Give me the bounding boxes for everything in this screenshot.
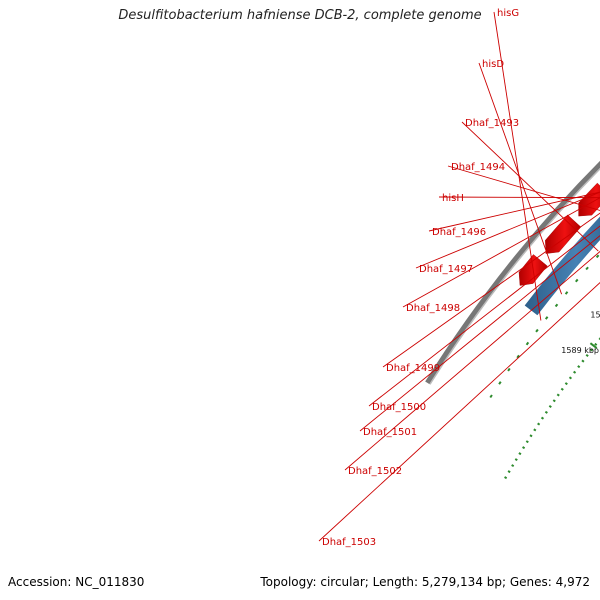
gene-label-leader [438, 196, 600, 199]
gene-label-leader [428, 191, 600, 232]
gene-label: hisH [442, 193, 464, 204]
gene-label: Dhaf_1499 [386, 363, 440, 374]
gene-label-leader [318, 282, 600, 542]
gene-label-leader [461, 121, 599, 252]
gene-label-leader [344, 250, 600, 471]
gene-label-leader [478, 62, 563, 295]
gene-label-leader [368, 225, 600, 407]
gene-label-leader [493, 11, 542, 321]
backbone-highlight [429, 167, 600, 385]
kbp-label: 1590 kbp [590, 310, 600, 319]
backbone-track [425, 161, 600, 385]
gene-label: Dhaf_1502 [348, 466, 402, 477]
gene-label-leader [359, 235, 600, 432]
kbp-label: 1589 kbp [561, 346, 599, 355]
gene-label: Dhaf_1501 [363, 427, 417, 438]
map-title: Desulfitobacterium hafniense DCB-2, comp… [118, 8, 482, 23]
accession-label: Accession: NC_011830 [8, 575, 145, 589]
gene-label-leader [415, 191, 600, 269]
gene-arrow [545, 214, 582, 254]
gene-label: Dhaf_1496 [432, 227, 486, 238]
gene-label: Dhaf_1498 [406, 303, 460, 314]
kbp-tick [589, 342, 598, 349]
genome-summary-label: Topology: circular; Length: 5,279,134 bp… [260, 575, 590, 589]
gene-label: Dhaf_1497 [419, 264, 473, 275]
gene-label: hisD [482, 59, 504, 70]
gene-label: Dhaf_1500 [372, 402, 426, 413]
gene-label-leader [402, 197, 600, 308]
gene-label-leader [382, 212, 600, 368]
gene-label: Dhaf_1494 [451, 162, 505, 173]
gene-label: Dhaf_1493 [465, 118, 519, 129]
gene-label: hisG [497, 8, 519, 19]
gene-label: Dhaf_1503 [322, 537, 376, 548]
gene-label-leader [447, 165, 600, 211]
